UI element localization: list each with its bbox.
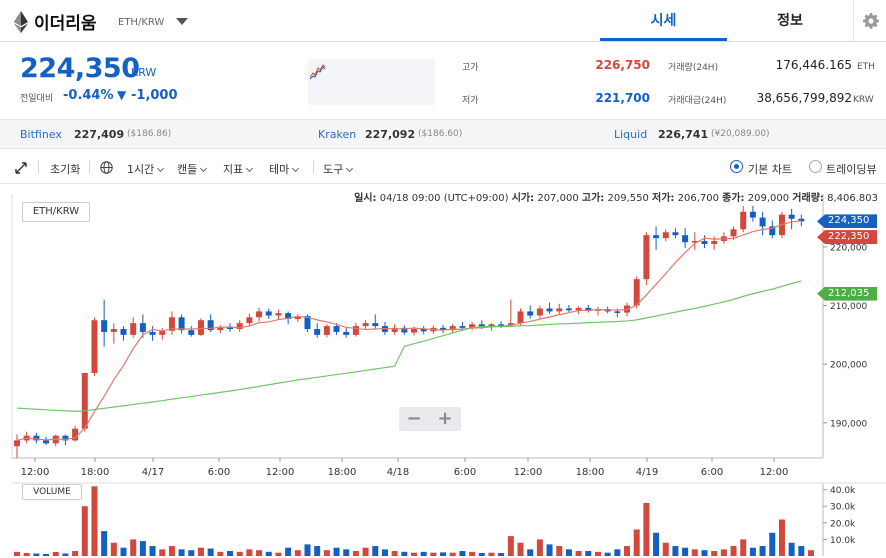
tools-dropdown[interactable]: 도구 [323,161,354,177]
change-rate: -0.44% [63,88,114,103]
info-time-label: 일시: [354,193,377,204]
chart-toolbar: 초기화 1시간 캔들 지표 테마 도구 기본 차트 트레이딩뷰 [0,150,886,184]
chevron-down-icon [246,164,254,173]
info-open-label: 시가: [511,193,535,204]
mini-chart [308,59,435,105]
chevron-down-icon [200,164,208,173]
last-price-label: 224,350 [817,214,877,229]
info-volume-label: 거래량: [792,193,824,204]
info-close: 209,000 [747,193,790,204]
reset-button[interactable]: 초기화 [50,163,81,176]
high-label: 고가 [462,63,479,73]
current-price: 224,350 [20,53,140,84]
pair-label-badge: ETH/KRW [22,202,90,222]
amount-24h-unit: KRW [853,95,874,105]
indicator-label: 지표 [223,163,244,176]
volume-label-badge: VOLUME [22,484,82,500]
basic-chart-radio[interactable] [730,160,743,173]
volume-24h-value: 176,446.165 [775,58,852,72]
candle-label: 캔들 [177,163,198,176]
exchange-jpy-liquid: (¥20,089.00) [711,129,770,139]
interval-dropdown[interactable]: 1시간 [127,161,165,177]
coin-select-chevron-down-icon[interactable] [176,18,188,25]
exchange-prices-bar: Bitfinex 227,409 ($186.86) Kraken 227,09… [0,119,886,149]
exchange-price-kraken: 227,092 [365,128,416,141]
low-value: 221,700 [595,91,650,105]
exchange-usd-bitfinex: ($186.86) [127,129,172,139]
toolbar-divider [89,160,90,174]
zoom-out-button[interactable]: − [406,408,422,429]
interval-label: 1시간 [127,163,155,176]
exchange-name-liquid[interactable]: Liquid [614,128,648,141]
theme-dropdown[interactable]: 테마 [269,161,300,177]
settings-button[interactable] [853,0,886,41]
zoom-in-button[interactable]: + [437,408,453,429]
basic-chart-label[interactable]: 기본 차트 [748,163,792,176]
chevron-down-icon [292,164,300,173]
globe-icon[interactable] [100,161,113,174]
gear-icon [863,13,879,29]
ethereum-logo-icon [14,11,28,33]
amount-24h-value: 38,656,799,892 [756,91,852,105]
tab-info[interactable]: 정보 [777,13,803,29]
volume-24h-label: 거래량(24H) [668,63,719,73]
exchange-price-liquid: 226,741 [658,128,709,141]
coin-name: 이더리움 [34,14,97,34]
chevron-down-icon [157,164,165,173]
info-open: 207,000 [537,193,579,204]
zoom-control: − + [399,407,461,431]
tradingview-label[interactable]: 트레이딩뷰 [826,163,877,176]
info-close-label: 종가: [722,193,745,204]
info-time: 04/18 09:00 (UTC+09:00) [379,193,509,204]
change-amount: -1,000 [131,88,178,103]
tools-label: 도구 [323,163,344,176]
chart-area[interactable]: 일시: 04/18 09:00 (UTC+09:00) 시가: 207,000 … [0,185,886,558]
change-down-arrow-icon: ▼ [117,88,127,102]
candle-dropdown[interactable]: 캔들 [177,161,208,177]
info-high: 209,550 [607,193,649,204]
price-summary: 224,350 KRW 전일대비 -0.44% ▼ -1,000 고가 226,… [0,43,886,119]
mini-chart-line [309,64,326,80]
high-value: 226,750 [595,58,650,72]
tradingview-radio[interactable] [809,160,822,173]
coin-symbol: ETH/KRW [118,17,165,28]
change-label: 전일대비 [20,94,54,104]
ohlc-info-line: 일시: 04/18 09:00 (UTC+09:00) 시가: 207,000 … [354,189,878,204]
info-high-label: 고가: [581,193,605,204]
ma-long-price-label: 212,035 [817,286,877,301]
exchange-name-bitfinex[interactable]: Bitfinex [20,128,62,141]
indicator-dropdown[interactable]: 지표 [223,161,254,177]
toolbar-divider [313,160,314,174]
toolbar-divider [38,160,39,174]
exchange-usd-kraken: ($186.60) [418,129,463,139]
ma-short-price-label: 222,350 [817,230,877,245]
exchange-name-kraken[interactable]: Kraken [318,128,357,141]
info-low: 206,700 [677,193,719,204]
tab-quote[interactable]: 시세 [600,0,727,41]
fullscreen-expand-icon[interactable] [15,162,27,174]
info-volume: 8,406.803 [827,193,878,204]
chevron-down-icon [346,164,354,173]
info-low-label: 저가: [652,193,675,204]
low-label: 저가 [462,96,479,106]
price-unit: KRW [131,66,157,79]
header-bar: 이더리움 ETH/KRW 시세 정보 [0,0,886,42]
amount-24h-label: 거래대금(24H) [668,96,727,106]
theme-label: 테마 [269,163,290,176]
volume-24h-unit: ETH [857,62,875,72]
exchange-price-bitfinex: 227,409 [74,128,125,141]
